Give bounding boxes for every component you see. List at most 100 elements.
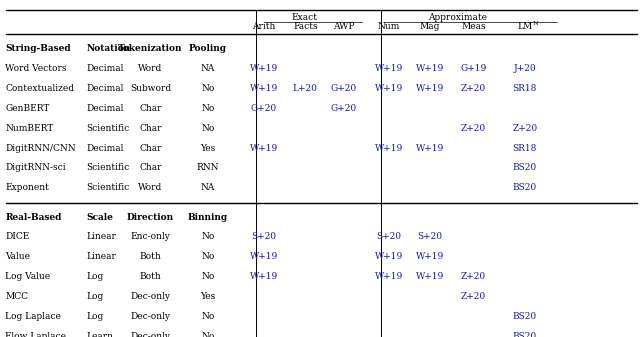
Text: Yes: Yes	[200, 144, 216, 153]
Text: Arith: Arith	[252, 22, 275, 31]
Text: Log Laplace: Log Laplace	[5, 312, 61, 321]
Text: No: No	[202, 252, 214, 262]
Text: Linear: Linear	[86, 252, 116, 262]
Text: No: No	[202, 84, 214, 93]
Text: AWP: AWP	[333, 22, 355, 31]
Text: No: No	[202, 312, 214, 321]
Text: Meas: Meas	[461, 22, 486, 31]
Text: Value: Value	[5, 252, 30, 262]
Text: G+20: G+20	[251, 104, 276, 113]
Text: Word Vectors: Word Vectors	[5, 64, 67, 73]
Text: W+19: W+19	[250, 252, 278, 262]
Text: Log: Log	[86, 272, 104, 281]
Text: Scientific: Scientific	[86, 183, 130, 192]
Text: W+19: W+19	[250, 144, 278, 153]
Text: Pooling: Pooling	[189, 44, 227, 53]
Text: Char: Char	[139, 104, 162, 113]
Text: G+20: G+20	[331, 84, 356, 93]
Text: SR18: SR18	[513, 84, 537, 93]
Text: Yes: Yes	[200, 292, 216, 301]
Text: Z+20: Z+20	[512, 124, 538, 133]
Text: W+19: W+19	[375, 272, 403, 281]
Text: Z+20: Z+20	[461, 124, 486, 133]
Text: Linear: Linear	[86, 233, 116, 242]
Text: Decimal: Decimal	[86, 104, 124, 113]
Text: L+20: L+20	[293, 84, 317, 93]
Text: W+19: W+19	[416, 272, 444, 281]
Text: BS20: BS20	[513, 312, 537, 321]
Text: LM: LM	[517, 22, 532, 31]
Text: Z+20: Z+20	[461, 272, 486, 281]
Text: W+19: W+19	[250, 64, 278, 73]
Text: Char: Char	[139, 163, 162, 173]
Text: Mag: Mag	[420, 22, 440, 31]
Text: W+19: W+19	[416, 84, 444, 93]
Text: W+19: W+19	[375, 144, 403, 153]
Text: Real-Based: Real-Based	[5, 213, 61, 222]
Text: Char: Char	[139, 124, 162, 133]
Text: Both: Both	[140, 272, 161, 281]
Text: Enc-only: Enc-only	[131, 233, 170, 242]
Text: Exponent: Exponent	[5, 183, 49, 192]
Text: BS20: BS20	[513, 183, 537, 192]
Text: Dec-only: Dec-only	[131, 292, 170, 301]
Text: Decimal: Decimal	[86, 84, 124, 93]
Text: NA: NA	[201, 64, 215, 73]
Text: Direction: Direction	[127, 213, 174, 222]
Text: NA: NA	[201, 183, 215, 192]
Text: No: No	[202, 124, 214, 133]
Text: MCC: MCC	[5, 292, 28, 301]
Text: Notation: Notation	[86, 44, 131, 53]
Text: String-Based: String-Based	[5, 44, 71, 53]
Text: NumBERT: NumBERT	[5, 124, 53, 133]
Text: GenBERT: GenBERT	[5, 104, 49, 113]
Text: W+19: W+19	[416, 144, 444, 153]
Text: S+20: S+20	[376, 233, 402, 242]
Text: Dec-only: Dec-only	[131, 332, 170, 337]
Text: No: No	[202, 332, 214, 337]
Text: Log Value: Log Value	[5, 272, 51, 281]
Text: Char: Char	[139, 144, 162, 153]
Text: Scientific: Scientific	[86, 124, 130, 133]
Text: No: No	[202, 104, 214, 113]
Text: BS20: BS20	[513, 163, 537, 173]
Text: G+20: G+20	[331, 104, 356, 113]
Text: W+19: W+19	[416, 252, 444, 262]
Text: W+19: W+19	[250, 272, 278, 281]
Text: Decimal: Decimal	[86, 144, 124, 153]
Text: RNN: RNN	[196, 163, 220, 173]
Text: Binning: Binning	[188, 213, 228, 222]
Text: Approximate: Approximate	[428, 13, 487, 22]
Text: Subword: Subword	[130, 84, 171, 93]
Text: S+20: S+20	[251, 233, 276, 242]
Text: Both: Both	[140, 252, 161, 262]
Text: W+19: W+19	[375, 64, 403, 73]
Text: Log: Log	[86, 312, 104, 321]
Text: W+19: W+19	[416, 64, 444, 73]
Text: DICE: DICE	[5, 233, 29, 242]
Text: BS20: BS20	[513, 332, 537, 337]
Text: No: No	[202, 272, 214, 281]
Text: Decimal: Decimal	[86, 64, 124, 73]
Text: Scientific: Scientific	[86, 163, 130, 173]
Text: DigitRNN-sci: DigitRNN-sci	[5, 163, 66, 173]
Text: No: No	[202, 233, 214, 242]
Text: N: N	[533, 21, 538, 26]
Text: W+19: W+19	[375, 252, 403, 262]
Text: W+19: W+19	[250, 84, 278, 93]
Text: Word: Word	[138, 64, 163, 73]
Text: Exact: Exact	[292, 13, 317, 22]
Text: Flow Laplace: Flow Laplace	[5, 332, 66, 337]
Text: DigitRNN/CNN: DigitRNN/CNN	[5, 144, 76, 153]
Text: Tokenization: Tokenization	[118, 44, 182, 53]
Text: Scale: Scale	[86, 213, 113, 222]
Text: Num: Num	[378, 22, 400, 31]
Text: Contextualized: Contextualized	[5, 84, 74, 93]
Text: J+20: J+20	[513, 64, 536, 73]
Text: Word: Word	[138, 183, 163, 192]
Text: Z+20: Z+20	[461, 84, 486, 93]
Text: Dec-only: Dec-only	[131, 312, 170, 321]
Text: Z+20: Z+20	[461, 292, 486, 301]
Text: Log: Log	[86, 292, 104, 301]
Text: SR18: SR18	[513, 144, 537, 153]
